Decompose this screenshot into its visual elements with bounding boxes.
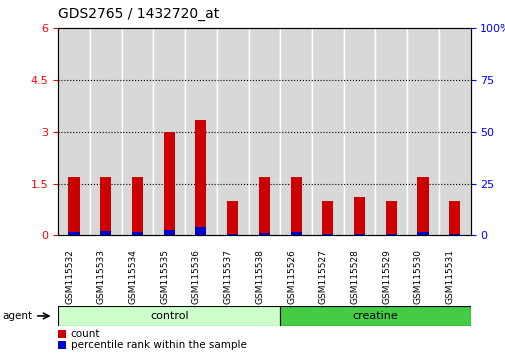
Bar	[375, 28, 407, 235]
Text: control: control	[149, 311, 188, 321]
Bar	[58, 306, 280, 326]
Bar	[290, 177, 301, 235]
Bar	[58, 341, 66, 349]
Text: GSM115527: GSM115527	[318, 250, 327, 304]
Bar	[259, 177, 269, 235]
Bar	[185, 28, 216, 235]
Text: GSM115529: GSM115529	[381, 250, 390, 304]
Bar	[216, 28, 248, 235]
Text: GDS2765 / 1432720_at: GDS2765 / 1432720_at	[58, 7, 219, 21]
Bar	[290, 232, 301, 235]
Bar	[121, 28, 153, 235]
Bar	[227, 201, 238, 235]
Bar	[153, 28, 185, 235]
Bar	[322, 201, 333, 235]
Text: creatine: creatine	[352, 311, 397, 321]
Bar	[132, 177, 143, 235]
Bar	[195, 227, 206, 235]
Text: percentile rank within the sample: percentile rank within the sample	[70, 341, 246, 350]
Text: GSM115534: GSM115534	[128, 250, 137, 304]
Bar	[280, 306, 470, 326]
Bar	[438, 28, 470, 235]
Bar	[132, 232, 143, 235]
Bar	[322, 234, 333, 235]
Bar	[407, 28, 438, 235]
Text: GSM115535: GSM115535	[160, 250, 169, 304]
Text: agent: agent	[3, 311, 33, 321]
Bar	[259, 233, 269, 235]
Bar	[100, 230, 111, 235]
Bar	[354, 198, 365, 235]
Text: GSM115537: GSM115537	[223, 250, 232, 304]
Bar	[68, 232, 79, 235]
Bar	[58, 28, 90, 235]
Text: GSM115526: GSM115526	[286, 250, 295, 304]
Bar	[100, 177, 111, 235]
Bar	[163, 132, 174, 235]
Bar	[343, 28, 375, 235]
Text: GSM115531: GSM115531	[445, 250, 454, 304]
Bar	[227, 234, 238, 235]
Bar	[90, 28, 121, 235]
Bar	[448, 234, 460, 235]
Bar	[195, 120, 206, 235]
Text: GSM115533: GSM115533	[96, 250, 106, 304]
Text: GSM115538: GSM115538	[255, 250, 264, 304]
Bar	[280, 28, 312, 235]
Bar	[354, 234, 365, 235]
Bar	[385, 201, 396, 235]
Bar	[58, 330, 66, 338]
Bar	[68, 177, 79, 235]
Text: GSM115536: GSM115536	[191, 250, 200, 304]
Bar	[385, 234, 396, 235]
Bar	[248, 28, 280, 235]
Text: count: count	[70, 329, 100, 339]
Bar	[312, 28, 343, 235]
Bar	[163, 230, 174, 235]
Bar	[417, 232, 428, 235]
Text: GSM115528: GSM115528	[350, 250, 359, 304]
Bar	[417, 177, 428, 235]
Text: GSM115532: GSM115532	[65, 250, 74, 304]
Text: GSM115530: GSM115530	[413, 250, 422, 304]
Bar	[448, 201, 460, 235]
